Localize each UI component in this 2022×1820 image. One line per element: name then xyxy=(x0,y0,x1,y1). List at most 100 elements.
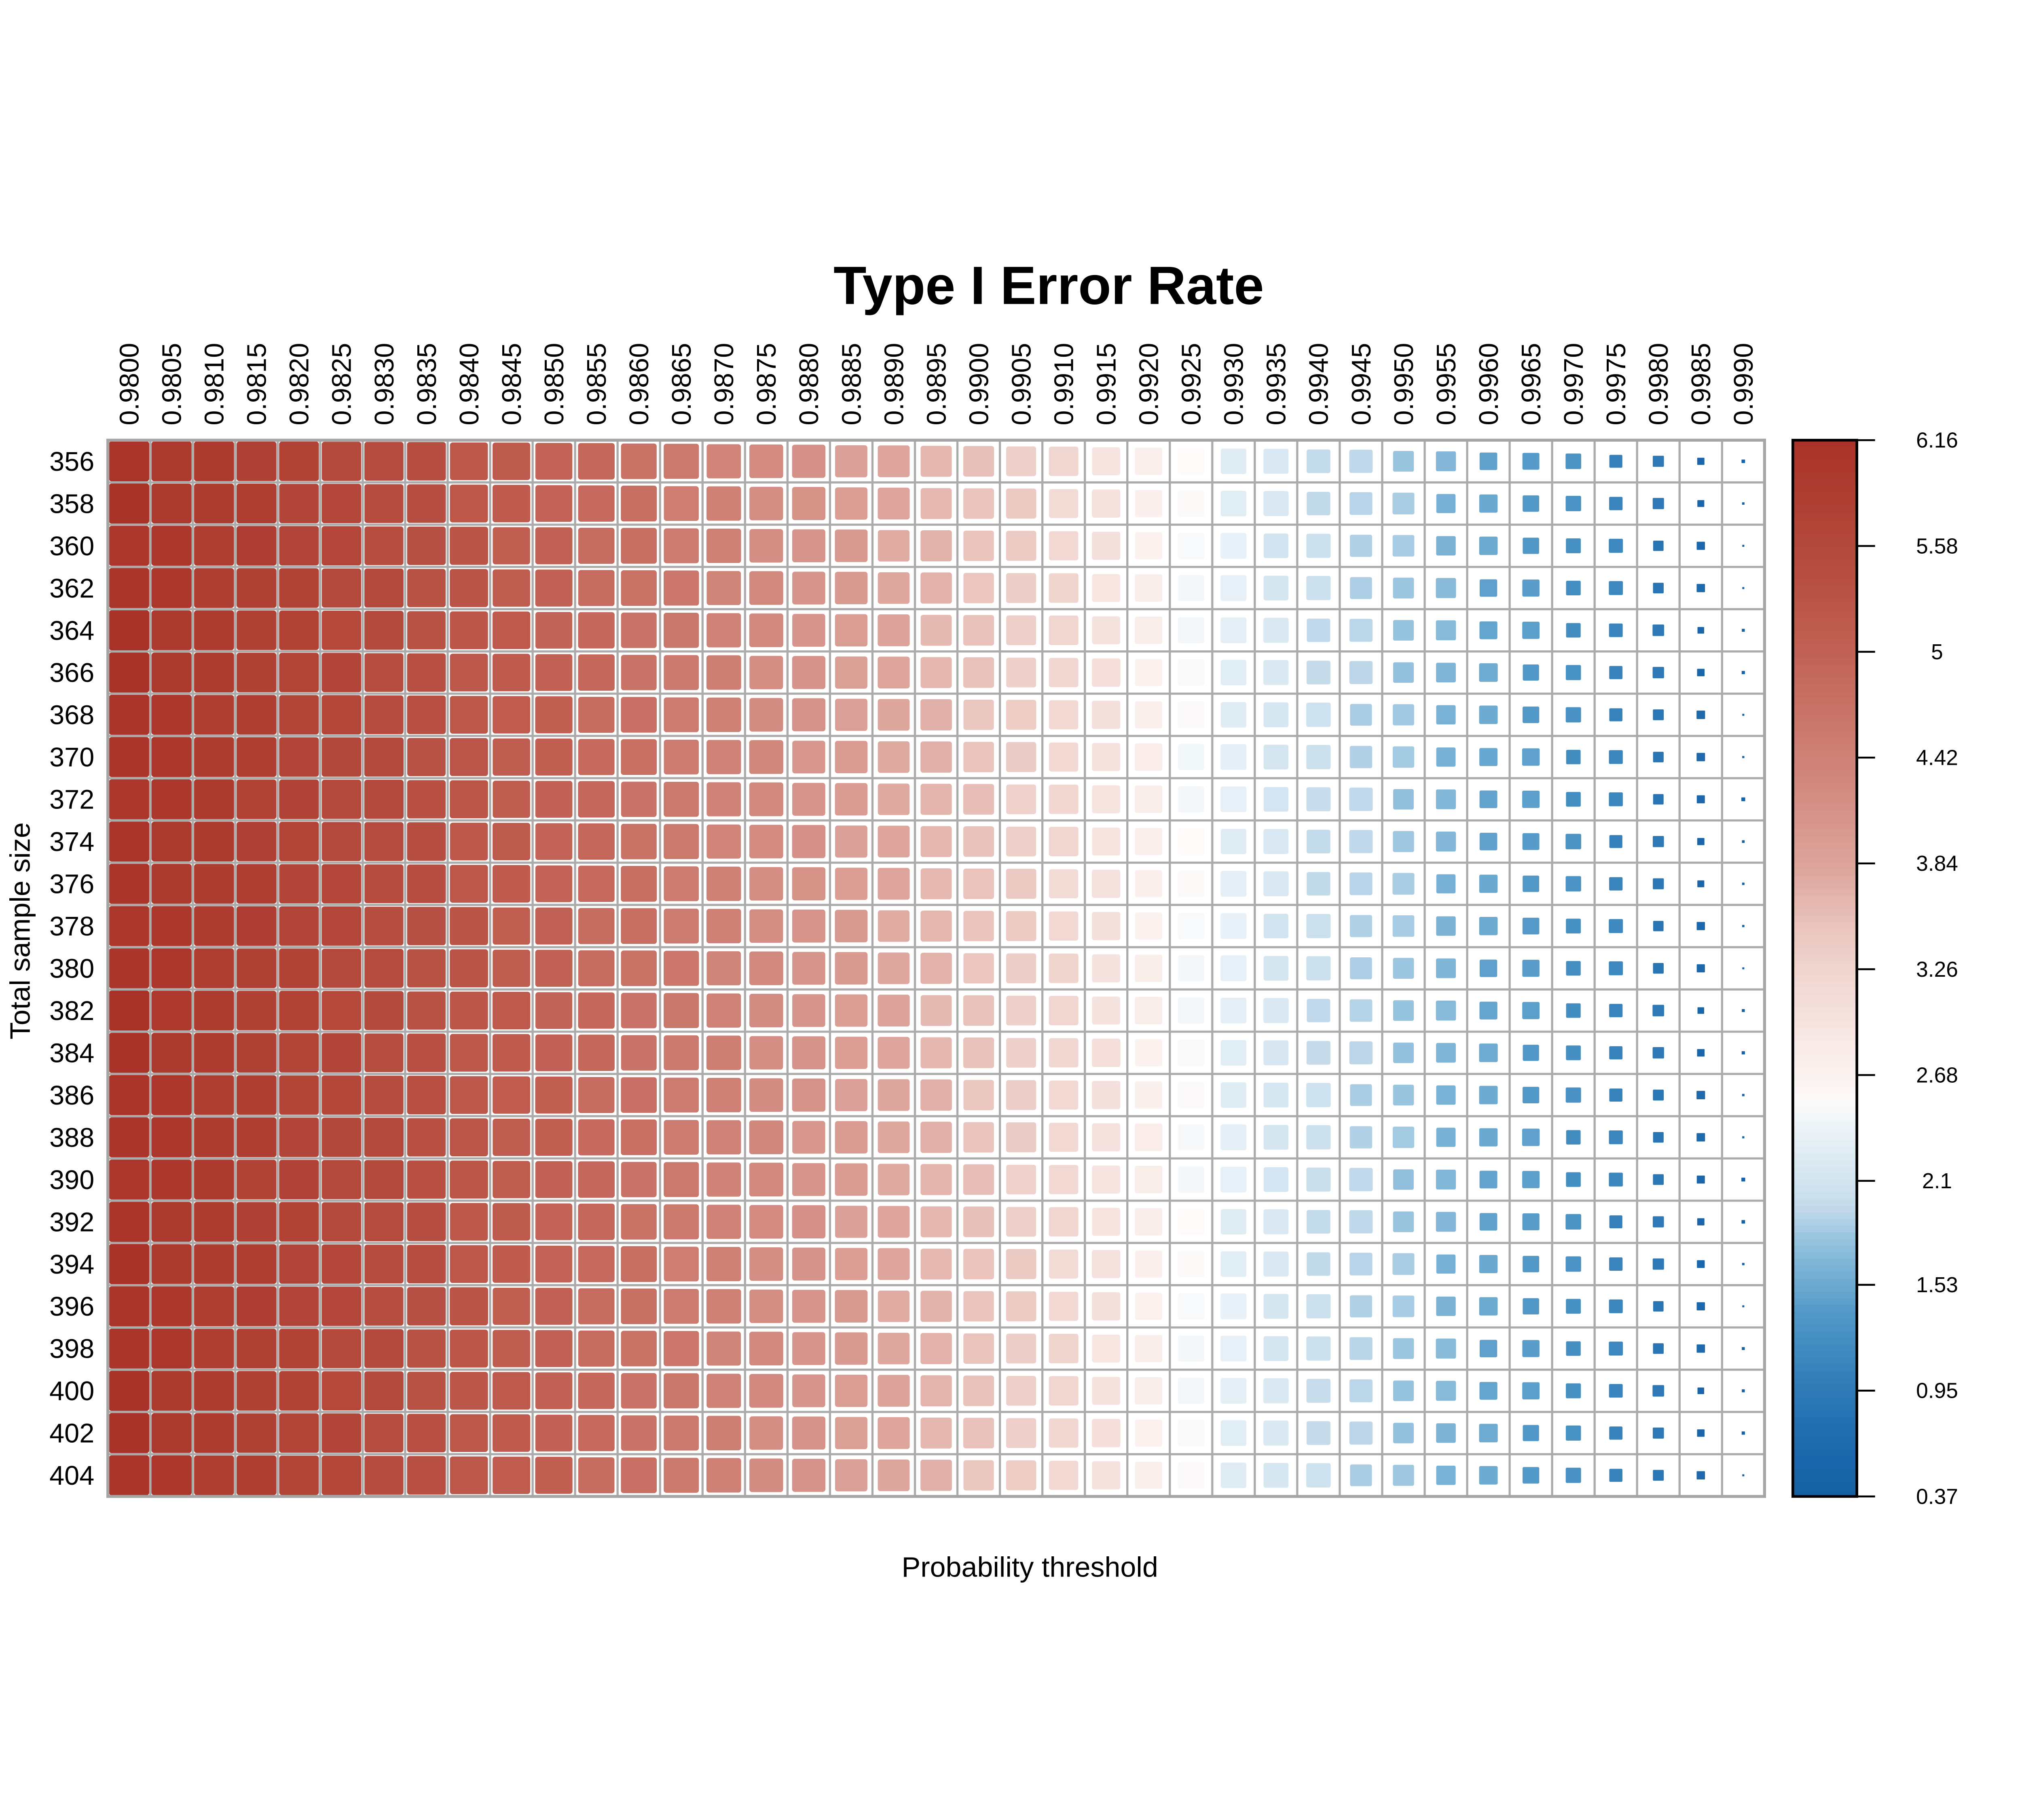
heatmap-cell xyxy=(109,863,149,904)
colorbar-gradient-slice xyxy=(1793,1272,1857,1280)
heatmap-cell xyxy=(407,1160,446,1199)
heatmap-cell xyxy=(1135,1166,1163,1194)
heatmap-cell xyxy=(1609,1004,1623,1018)
heatmap-cell xyxy=(1220,1040,1247,1066)
heatmap-cell xyxy=(194,652,234,693)
heatmap-cell xyxy=(1696,542,1705,550)
heatmap-cell xyxy=(706,824,741,859)
y-tick-label: 404 xyxy=(49,1461,94,1491)
heatmap-cell xyxy=(1307,999,1330,1022)
colorbar-gradient-slice xyxy=(1793,1120,1857,1128)
heatmap-cell xyxy=(1091,1081,1121,1109)
colorbar-gradient-slice xyxy=(1793,823,1857,831)
heatmap-cell xyxy=(706,571,741,605)
heatmap-cell xyxy=(578,1330,615,1367)
heatmap-cell xyxy=(237,1286,277,1326)
heatmap-cell xyxy=(1178,701,1205,728)
heatmap-cell xyxy=(279,1413,319,1453)
colorbar-gradient-slice xyxy=(1793,440,1857,448)
colorbar-gradient-slice xyxy=(1793,1338,1857,1346)
heatmap-cell xyxy=(792,867,826,901)
colorbar-gradient-slice xyxy=(1793,526,1857,533)
heatmap-cell xyxy=(1006,1207,1036,1237)
heatmap-cell xyxy=(749,1036,783,1070)
heatmap-cell xyxy=(878,1417,910,1449)
heatmap-cell xyxy=(321,822,362,861)
heatmap-cell xyxy=(1049,489,1079,518)
colorbar-gradient-slice xyxy=(1793,717,1857,725)
heatmap-cell xyxy=(1565,707,1581,723)
heatmap-cell xyxy=(1522,1340,1540,1357)
heatmap-cell xyxy=(1652,624,1665,636)
heatmap-cell xyxy=(835,1290,868,1323)
heatmap-cell xyxy=(1565,1214,1581,1230)
heatmap-cell xyxy=(1522,1002,1540,1019)
heatmap-cell xyxy=(1135,1039,1162,1067)
heatmap-cell xyxy=(749,487,783,521)
x-tick-label: 0.9950 xyxy=(1389,343,1419,425)
heatmap-cell xyxy=(1178,1293,1204,1320)
heatmap-cell xyxy=(1652,1216,1664,1227)
heatmap-cell xyxy=(835,952,868,985)
x-tick-label: 0.9955 xyxy=(1432,343,1462,425)
colorbar-tick-label: 4.42 xyxy=(1916,746,1958,770)
colorbar-gradient-slice xyxy=(1793,1034,1857,1042)
colorbar-gradient-slice xyxy=(1793,665,1857,672)
heatmap-cell xyxy=(1436,789,1456,809)
heatmap-cell xyxy=(364,695,404,734)
heatmap-cell xyxy=(535,823,573,860)
heatmap-cell xyxy=(535,612,573,649)
heatmap-cell xyxy=(1306,660,1330,685)
heatmap-cell xyxy=(1697,1387,1704,1395)
colorbar-gradient-slice xyxy=(1793,1080,1857,1088)
colorbar-gradient-slice xyxy=(1793,1179,1857,1187)
heatmap-cell xyxy=(1092,1334,1120,1363)
heatmap-cell xyxy=(835,1121,868,1154)
heatmap-cell xyxy=(535,443,573,480)
heatmap-cell xyxy=(1178,1124,1204,1151)
heatmap-cell xyxy=(535,1161,573,1198)
heatmap-cell xyxy=(835,1332,868,1365)
heatmap-cell xyxy=(364,1117,404,1157)
heatmap-cell xyxy=(450,907,488,945)
heatmap-cell xyxy=(1306,1083,1331,1107)
heatmap-cell xyxy=(1349,1295,1372,1318)
heatmap-cell xyxy=(792,1078,826,1112)
heatmap-cell xyxy=(664,1373,699,1409)
colorbar-gradient-slice xyxy=(1793,863,1857,870)
heatmap-cell xyxy=(1392,535,1415,557)
heatmap-cell xyxy=(194,610,234,650)
colorbar-gradient-slice xyxy=(1793,922,1857,930)
heatmap-cell xyxy=(1479,1297,1498,1316)
heatmap-cell xyxy=(1049,953,1079,983)
colorbar-gradient-slice xyxy=(1793,1133,1857,1141)
heatmap-cell xyxy=(920,699,952,731)
colorbar-gradient-slice xyxy=(1793,1193,1857,1200)
heatmap-cell xyxy=(109,1371,150,1411)
heatmap-cell xyxy=(1178,786,1204,813)
heatmap-cell xyxy=(279,990,319,1031)
colorbar-gradient-slice xyxy=(1793,612,1857,620)
heatmap-cell xyxy=(920,1206,952,1238)
heatmap-cell xyxy=(364,568,404,608)
heatmap-cell xyxy=(878,1333,910,1365)
heatmap-cell xyxy=(1049,869,1079,899)
heatmap-cell xyxy=(792,952,825,985)
heatmap-cell xyxy=(749,1416,783,1450)
heatmap-cell xyxy=(1349,1168,1373,1191)
heatmap-cell xyxy=(1178,1462,1205,1489)
heatmap-cell xyxy=(1178,575,1204,601)
heatmap-cell xyxy=(535,1456,573,1494)
heatmap-cell xyxy=(1306,914,1331,938)
heatmap-cell xyxy=(1178,1081,1205,1109)
heatmap-cell xyxy=(1006,1249,1036,1279)
heatmap-cell xyxy=(1178,955,1204,982)
heatmap-cell xyxy=(578,1035,615,1071)
y-tick-label: 368 xyxy=(49,700,94,730)
heatmap-cell xyxy=(1049,1418,1079,1448)
heatmap-cell xyxy=(1742,502,1745,505)
heatmap-cell xyxy=(1479,1213,1497,1231)
heatmap-cell xyxy=(878,699,910,731)
heatmap-cell xyxy=(407,949,446,988)
